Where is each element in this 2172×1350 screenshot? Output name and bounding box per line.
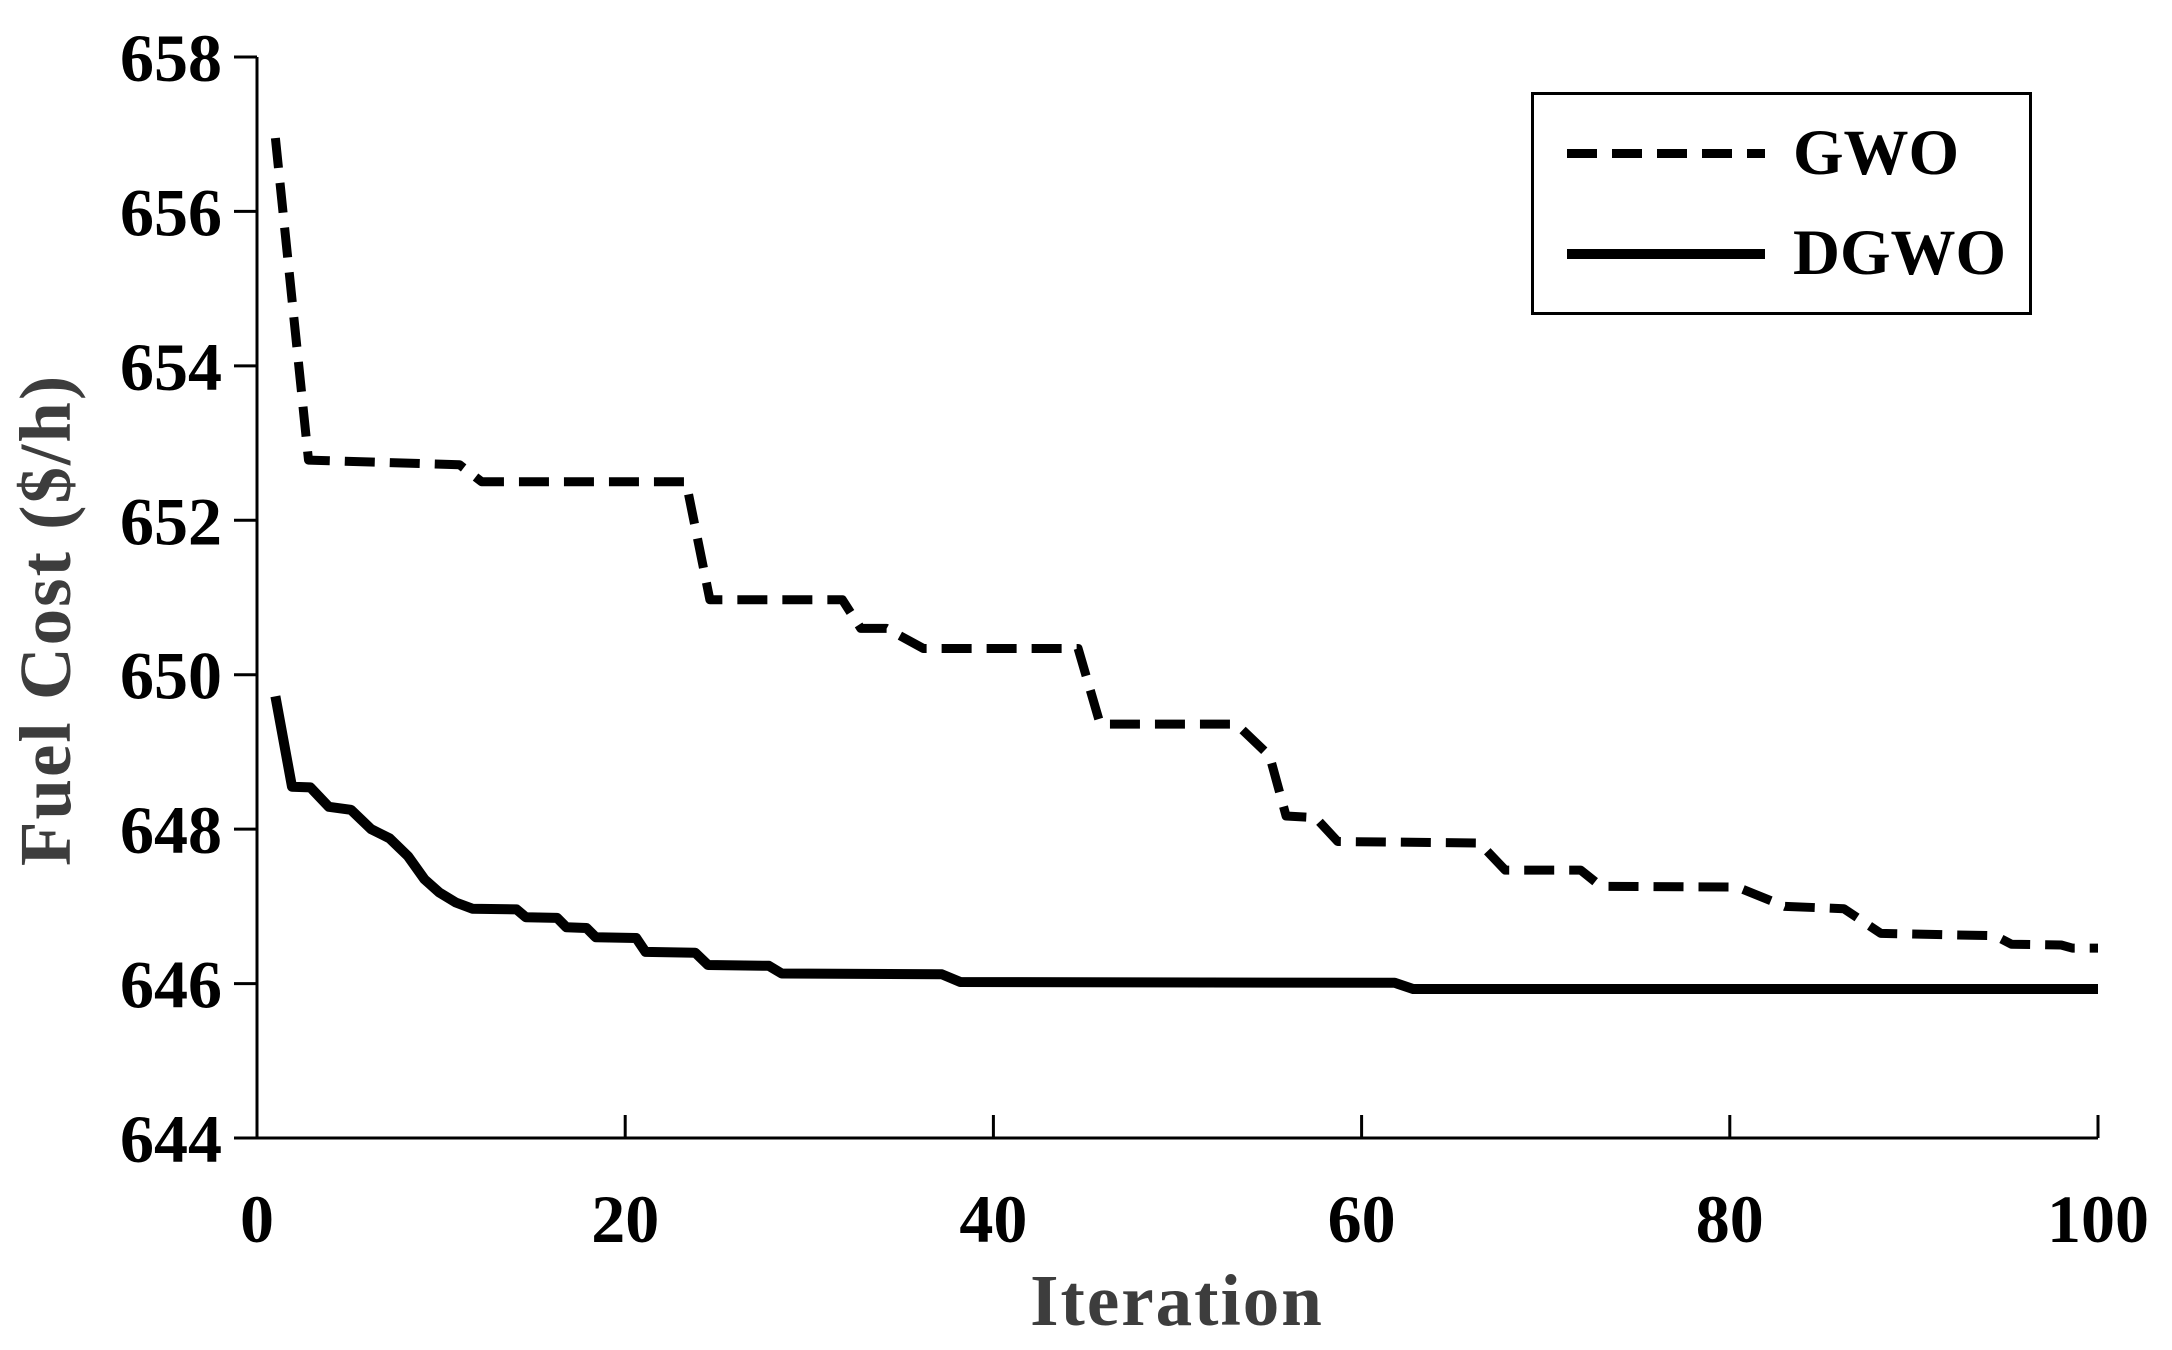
y-tick-label: 644 [120, 1101, 222, 1177]
x-axis-label: Iteration [1030, 1260, 1324, 1341]
y-tick-label: 646 [120, 947, 222, 1023]
legend: GWO DGWO [1531, 92, 2032, 315]
series-line-gwo [270, 137, 2098, 953]
legend-label-dgwo: DGWO [1793, 217, 2007, 290]
y-tick-label: 658 [120, 20, 222, 96]
legend-item-dgwo: DGWO [1534, 221, 2029, 286]
x-tick-label: 20 [591, 1181, 659, 1257]
gwo-dashed-line-sample [1567, 148, 1765, 158]
y-tick-label: 656 [120, 174, 222, 250]
x-tick-label: 80 [1696, 1181, 1764, 1257]
x-tick-label: 40 [959, 1181, 1027, 1257]
y-tick-label: 654 [120, 329, 222, 405]
y-tick-label: 648 [120, 792, 222, 868]
y-tick-label: 650 [120, 638, 222, 714]
series-line-dgwo [270, 695, 2098, 994]
y-tick-label: 652 [120, 483, 222, 559]
x-tick-label: 0 [240, 1181, 274, 1257]
x-tick-label: 100 [2047, 1181, 2149, 1257]
legend-label-gwo: GWO [1793, 116, 1960, 189]
dgwo-solid-line-sample [1567, 248, 1765, 259]
legend-item-gwo: GWO [1534, 116, 2029, 189]
x-tick-label: 60 [1328, 1181, 1396, 1257]
y-axis-label: Fuel Cost ($/h) [5, 373, 86, 867]
